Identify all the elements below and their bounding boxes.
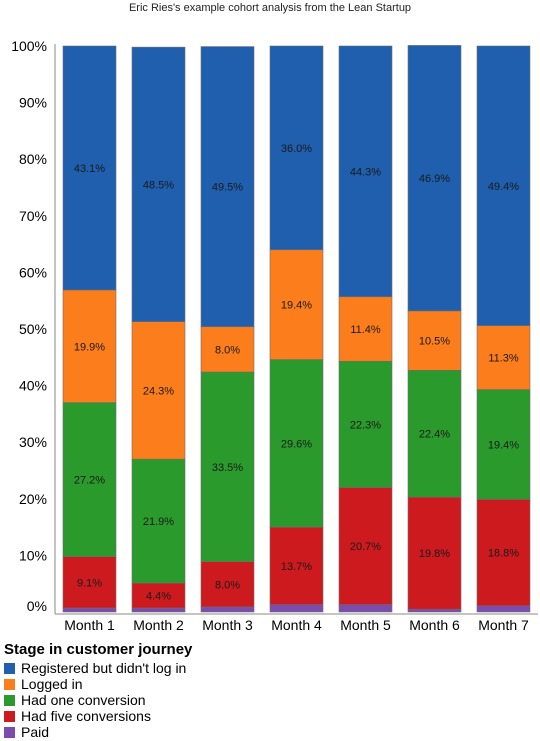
bar-segment xyxy=(407,310,462,371)
data-label: 11.3% xyxy=(488,353,519,365)
y-tick-label: 80% xyxy=(19,151,47,167)
legend-items: Registered but didn't log in Logged in Had… xyxy=(4,660,304,740)
x-tick-label: Month 1 xyxy=(64,617,115,633)
data-label: 29.6% xyxy=(281,438,312,450)
data-label: 9.1% xyxy=(77,577,102,589)
data-label: 48.5% xyxy=(143,179,174,191)
data-label: 11.4% xyxy=(350,324,381,336)
bar-segment xyxy=(200,46,255,328)
bar-segment xyxy=(200,371,255,562)
bar-segment xyxy=(62,402,117,557)
data-label: 22.4% xyxy=(419,429,450,441)
x-tick-label: Month 6 xyxy=(409,617,460,633)
y-tick-label: 0% xyxy=(27,598,47,614)
bar-segment xyxy=(62,607,117,613)
bar-segment xyxy=(131,321,186,460)
legend-label: Logged in xyxy=(21,676,83,692)
legend-swatch xyxy=(4,678,15,690)
legend: Stage in customer journey Registered but… xyxy=(4,641,304,740)
data-label: 19.9% xyxy=(74,341,105,353)
bar-segment xyxy=(407,45,462,312)
legend-item: Registered but didn't log in xyxy=(4,660,304,676)
x-tick-label: Month 4 xyxy=(271,617,322,633)
data-label: 33.5% xyxy=(212,462,243,474)
legend-label: Had one conversion xyxy=(21,692,146,708)
x-tick-label: Month 5 xyxy=(340,617,391,633)
bar-segment xyxy=(269,604,324,613)
data-label: 21.9% xyxy=(143,516,174,528)
bar-segment xyxy=(476,45,531,326)
y-tick-label: 50% xyxy=(19,321,47,337)
data-label: 24.3% xyxy=(143,385,174,397)
y-tick-label: 40% xyxy=(19,378,47,394)
data-label: 49.4% xyxy=(488,181,519,193)
bar-segment xyxy=(476,499,531,607)
bar-segment xyxy=(338,296,393,362)
y-tick-label: 10% xyxy=(19,547,47,563)
bar-segment xyxy=(62,289,117,403)
data-label: 18.8% xyxy=(488,548,519,560)
y-tick-label: 60% xyxy=(19,264,47,280)
data-label: 20.7% xyxy=(350,541,381,553)
legend-item: Had one conversion xyxy=(4,692,304,708)
bar-segment xyxy=(338,45,393,298)
bar-segment xyxy=(407,370,462,498)
legend-item: Logged in xyxy=(4,676,304,692)
data-label: 13.7% xyxy=(281,561,312,573)
y-tick-label: 30% xyxy=(19,434,47,450)
data-label: 8.0% xyxy=(215,579,240,591)
data-label: 44.3% xyxy=(350,166,381,178)
bar-segment xyxy=(476,325,531,390)
chart-title: Eric Ries's example cohort analysis from… xyxy=(128,2,412,14)
bar-segment xyxy=(476,389,531,500)
bar-segment xyxy=(338,604,393,613)
bar-segment xyxy=(131,582,186,609)
x-tick-label: Month 7 xyxy=(478,617,529,633)
legend-label: Registered but didn't log in xyxy=(21,660,187,676)
legend-swatch xyxy=(4,662,15,674)
data-label: 22.3% xyxy=(350,419,381,431)
legend-item: Paid xyxy=(4,724,304,740)
bar-segment xyxy=(269,359,324,528)
y-tick-label: 90% xyxy=(19,95,47,111)
data-label: 19.4% xyxy=(488,439,519,451)
bar-segment xyxy=(131,46,186,322)
bar-segment xyxy=(131,607,186,613)
legend-swatch xyxy=(4,726,15,738)
data-label: 10.5% xyxy=(419,336,450,348)
y-tick-label: 100% xyxy=(11,38,47,54)
legend-swatch xyxy=(4,694,15,706)
legend-label: Had five conversions xyxy=(21,708,151,724)
legend-item: Had five conversions xyxy=(4,708,304,724)
bar-segment xyxy=(476,605,531,613)
bar-segment xyxy=(131,458,186,584)
bar-segment xyxy=(200,561,255,608)
data-label: 4.4% xyxy=(146,591,171,603)
bar-segment xyxy=(62,556,117,609)
data-label: 8.0% xyxy=(215,344,240,356)
legend-label: Paid xyxy=(21,724,50,740)
bar-segment xyxy=(200,326,255,373)
data-label: 49.5% xyxy=(212,182,243,194)
legend-swatch xyxy=(4,710,15,722)
data-label: 19.8% xyxy=(419,548,450,560)
bar-segment xyxy=(338,360,393,488)
x-tick-label: Month 3 xyxy=(202,617,253,633)
data-label: 36.0% xyxy=(281,143,312,155)
bar-segment xyxy=(407,496,462,610)
bar-segment xyxy=(269,526,324,605)
x-tick-label: Month 2 xyxy=(133,617,184,633)
bar-segment xyxy=(269,45,324,251)
y-tick-label: 70% xyxy=(19,208,47,224)
data-label: 43.1% xyxy=(74,163,105,175)
legend-title: Stage in customer journey xyxy=(4,641,193,658)
bar-segment xyxy=(62,45,117,291)
data-label: 46.9% xyxy=(419,173,450,185)
data-label: 27.2% xyxy=(74,475,105,487)
bar-segment xyxy=(407,608,462,613)
y-tick-label: 20% xyxy=(19,491,47,507)
bar-segment xyxy=(200,606,255,613)
data-label: 19.4% xyxy=(281,300,312,312)
